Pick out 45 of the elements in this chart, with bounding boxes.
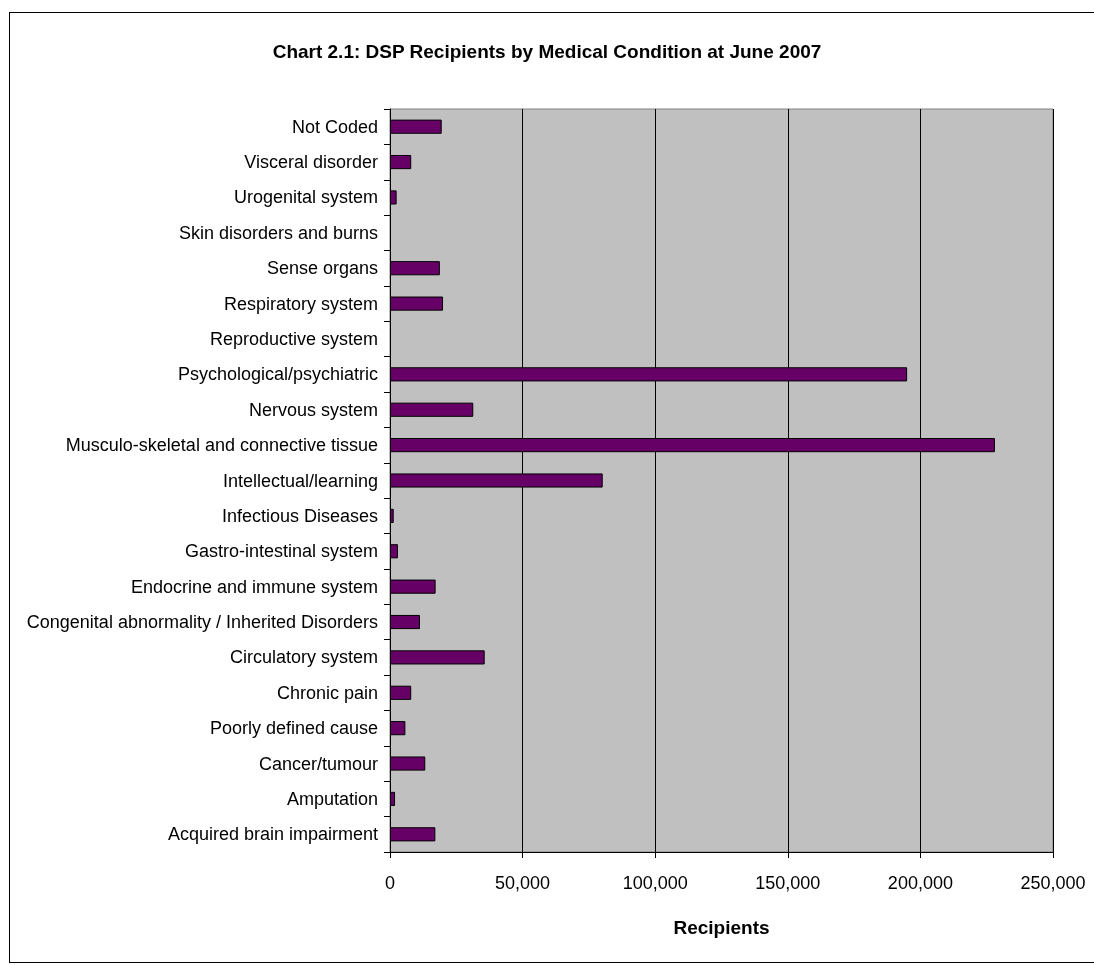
y-tick-label: Poorly defined cause	[209, 718, 378, 739]
y-tick-label: Cancer/tumour	[258, 753, 378, 774]
y-tick-label: Nervous system	[248, 399, 378, 420]
bar	[390, 756, 426, 771]
x-tick-label: 100,000	[622, 873, 688, 893]
bar	[390, 614, 420, 630]
bar	[390, 721, 406, 736]
y-tick-label: Musculo-skeletal and connective tissue	[65, 435, 378, 456]
bar	[390, 190, 397, 205]
y-tick-label: Reproductive system	[209, 328, 378, 349]
chart-title: Chart 2.1: DSP Recipients by Medical Condition at June 2007	[272, 41, 822, 62]
bar	[390, 650, 485, 665]
bar	[390, 261, 440, 276]
y-tick-label: Psychological/psychiatric	[177, 364, 378, 385]
y-tick-label: Sense organs	[266, 258, 378, 279]
y-tick-label: Congenital abnormality / Inherited Disorders	[26, 612, 378, 633]
y-tick-label: Gastro-intestinal system	[184, 541, 378, 562]
x-axis-title: Recipients	[673, 917, 770, 938]
y-tick-label: Not Coded	[291, 116, 378, 137]
y-tick-label: Intellectual/learning	[222, 470, 378, 491]
y-tick-label: Infectious Diseases	[221, 505, 378, 526]
x-tick-label: 50,000	[495, 873, 551, 893]
y-tick-label: Visceral disorder	[244, 152, 378, 173]
bar	[390, 119, 442, 134]
y-tick-label: Acquired brain impairment	[167, 824, 378, 845]
y-tick-label: Skin disorders and burns	[178, 222, 378, 243]
bar	[390, 827, 436, 842]
bar	[390, 544, 398, 559]
bar	[390, 402, 474, 417]
y-tick-label: Respiratory system	[223, 293, 378, 314]
bar	[390, 791, 396, 806]
x-tick-label: 200,000	[887, 873, 953, 893]
bar	[390, 579, 436, 594]
y-tick-label: Amputation	[286, 788, 378, 809]
x-tick-label: 0	[384, 873, 396, 893]
bar	[390, 296, 444, 311]
y-tick-label: Endocrine and immune system	[130, 576, 378, 597]
bar	[390, 155, 412, 170]
x-tick-label: 250,000	[1020, 873, 1086, 893]
bar	[390, 685, 412, 700]
x-tick-label: 150,000	[755, 873, 821, 893]
y-tick-label: Circulatory system	[229, 647, 378, 668]
y-tick-label: Chronic pain	[276, 682, 378, 703]
bar	[390, 508, 394, 523]
y-tick-label: Urogenital system	[233, 187, 378, 208]
